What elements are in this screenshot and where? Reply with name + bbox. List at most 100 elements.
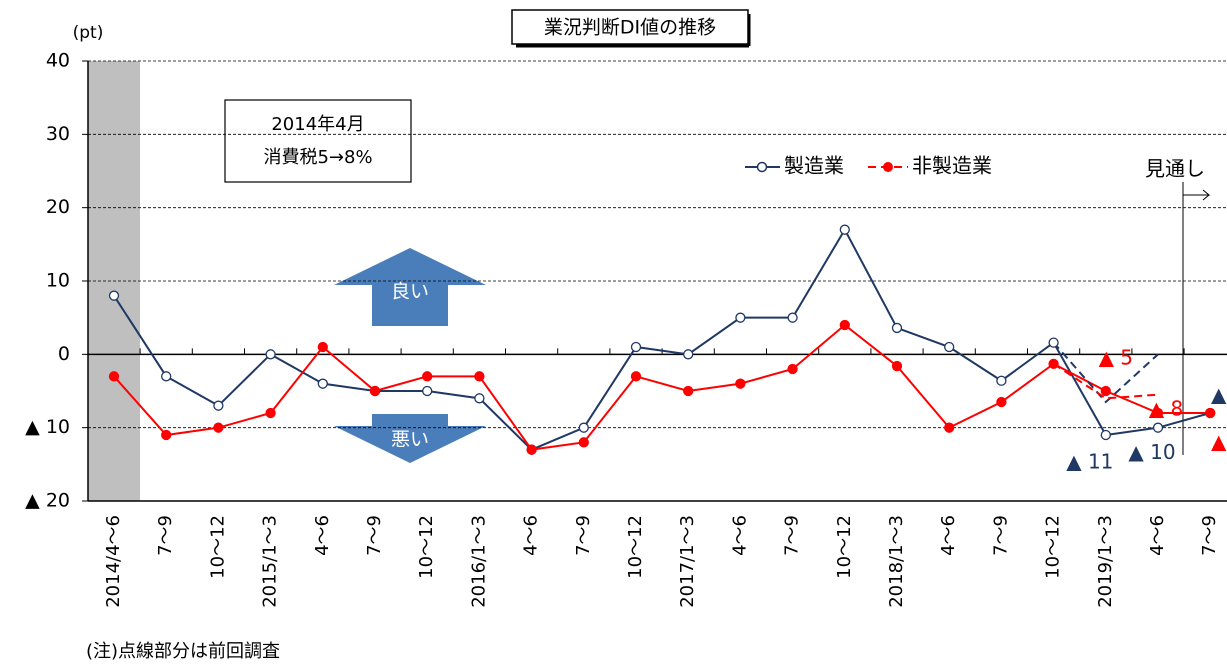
x-tick-label: 7～9 bbox=[782, 515, 803, 556]
x-tick-label: 10～12 bbox=[416, 515, 437, 579]
forecast-arrow bbox=[1202, 194, 1210, 201]
data-point bbox=[891, 360, 903, 372]
bad-arrow bbox=[334, 414, 486, 463]
y-tick-label: 20 bbox=[46, 196, 70, 218]
x-tick-label: 10～12 bbox=[207, 515, 228, 579]
x-tick-label: 2016/1～3 bbox=[468, 515, 489, 608]
data-point bbox=[213, 400, 224, 411]
note: (注)点線部分は前回調査 bbox=[86, 641, 280, 662]
data-point bbox=[630, 371, 642, 382]
data-point bbox=[317, 341, 328, 353]
x-tick-label: 7～9 bbox=[1199, 515, 1220, 556]
data-label: ▲ 8 bbox=[1149, 397, 1183, 421]
data-point bbox=[944, 341, 955, 353]
data-point bbox=[630, 341, 642, 353]
data-point bbox=[578, 437, 589, 448]
data-point bbox=[735, 378, 746, 389]
series-line bbox=[1053, 363, 1159, 400]
data-point bbox=[683, 385, 694, 397]
data-point bbox=[996, 375, 1007, 386]
x-tick-label: 4～6 bbox=[729, 515, 750, 556]
annotation-box bbox=[224, 99, 412, 183]
data-point bbox=[1152, 422, 1164, 433]
data-point bbox=[996, 396, 1007, 408]
x-tick-label: 7～9 bbox=[364, 515, 385, 556]
annotation: 消費税5→8% bbox=[263, 147, 372, 168]
data-point bbox=[317, 378, 328, 389]
data-point bbox=[891, 322, 903, 334]
x-tick-label: 2018/1～3 bbox=[886, 515, 907, 608]
data-point bbox=[735, 312, 746, 323]
x-tick-label: 10～12 bbox=[625, 515, 646, 579]
x-tick-label: 2019/1～3 bbox=[1095, 515, 1116, 608]
data-point bbox=[526, 444, 537, 455]
data-point bbox=[1205, 407, 1216, 419]
series-line bbox=[1052, 341, 1159, 404]
y-tick-label: ▲ 20 bbox=[25, 490, 70, 512]
x-tick-label: 7～9 bbox=[573, 515, 594, 556]
annotation: 2014年4月 bbox=[271, 114, 364, 135]
data-point bbox=[265, 407, 276, 419]
y-tick-label: 30 bbox=[46, 123, 70, 145]
y-tick-label: 40 bbox=[46, 50, 70, 72]
data-label: ▲ 5 bbox=[1099, 346, 1133, 370]
data-point bbox=[787, 363, 798, 375]
annotation: 見通し bbox=[1145, 157, 1205, 181]
x-tick-label: 2015/1～3 bbox=[260, 515, 281, 608]
data-point bbox=[474, 371, 485, 382]
x-tick-label: 7～9 bbox=[990, 515, 1011, 556]
x-tick-label: 7～9 bbox=[155, 515, 176, 556]
data-point bbox=[422, 371, 433, 382]
data-point bbox=[161, 429, 172, 441]
legend-marker bbox=[883, 162, 893, 172]
data-point bbox=[108, 290, 120, 301]
x-tick-label: 10～12 bbox=[834, 515, 855, 579]
data-point bbox=[1100, 385, 1111, 397]
data-point bbox=[422, 385, 433, 397]
x-tick-label: 4～6 bbox=[521, 515, 542, 556]
x-tick-label: 4～6 bbox=[312, 515, 333, 556]
data-point bbox=[265, 349, 276, 360]
data-point bbox=[1152, 407, 1164, 419]
data-point bbox=[683, 349, 694, 360]
data-point bbox=[578, 422, 589, 433]
x-tick-label: 2017/1～3 bbox=[677, 515, 698, 608]
legend-marker bbox=[756, 161, 768, 173]
data-label: ▲ 8 bbox=[1211, 383, 1227, 407]
data-label: ▲ 10 bbox=[1128, 440, 1175, 464]
legend-label: 非製造業 bbox=[912, 154, 992, 178]
data-point bbox=[161, 371, 172, 382]
y-tick-label: 10 bbox=[46, 270, 70, 292]
legend: 製造業 非製造業 bbox=[745, 154, 992, 178]
x-tick-label: 4～6 bbox=[1147, 515, 1168, 556]
series-line bbox=[113, 323, 1211, 451]
x-tick-label: 2014/4～6 bbox=[103, 515, 124, 608]
x-tick-label: 4～6 bbox=[938, 515, 959, 556]
y-axis-label: (pt) bbox=[73, 23, 104, 43]
annotation: 悪い bbox=[391, 429, 429, 451]
y-tick-label: ▲ 10 bbox=[25, 416, 70, 438]
data-point bbox=[787, 312, 798, 323]
data-point bbox=[839, 319, 850, 331]
annotation: 良い bbox=[391, 281, 429, 303]
good-arrow bbox=[334, 248, 486, 326]
data-point bbox=[839, 224, 850, 235]
series-line bbox=[113, 227, 1211, 451]
data-point bbox=[474, 393, 485, 404]
legend-label: 製造業 bbox=[784, 154, 844, 178]
data-point bbox=[944, 422, 955, 433]
data-label: ▲ 8 bbox=[1211, 430, 1227, 454]
data-point bbox=[369, 385, 381, 397]
data-point bbox=[108, 371, 120, 382]
data-label: ▲ 11 bbox=[1066, 450, 1113, 474]
data-point bbox=[1048, 337, 1059, 348]
title-box bbox=[511, 9, 749, 45]
y-tick-label: 0 bbox=[58, 343, 70, 365]
data-point bbox=[1048, 358, 1059, 370]
forecast-arrow bbox=[1183, 189, 1211, 196]
chart-title: 業況判断DI値の推移 bbox=[544, 17, 716, 39]
x-tick-label: 10～12 bbox=[1043, 515, 1064, 579]
data-point bbox=[213, 422, 224, 433]
data-point bbox=[1100, 429, 1111, 441]
